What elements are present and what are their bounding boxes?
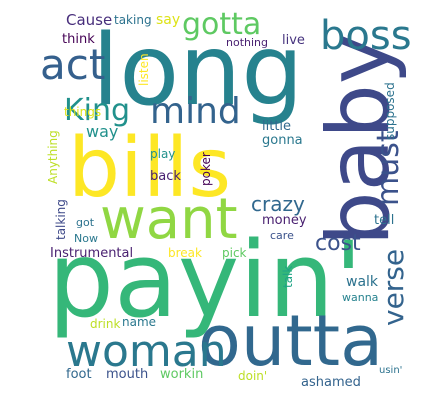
word-gotta: gotta — [182, 7, 262, 42]
word-supposed: supposed — [383, 82, 397, 140]
word-little: little — [262, 119, 292, 134]
word-things: things — [64, 105, 102, 119]
word-instrumental: Instrumental — [50, 246, 134, 261]
word-boss: boss — [320, 13, 412, 59]
word-usin: usin' — [379, 365, 403, 376]
word-say: say — [156, 12, 181, 28]
word-nothing: nothing — [226, 36, 268, 49]
word-name: name — [122, 315, 157, 329]
word-outta: outta — [198, 300, 383, 382]
word-money: money — [262, 213, 307, 228]
word-want: want — [100, 187, 238, 252]
word-anything: Anything — [46, 130, 60, 184]
word-way: way — [86, 122, 119, 141]
word-listen: listen — [137, 53, 151, 86]
word-gonna: gonna — [262, 133, 303, 148]
word-now: Now — [74, 232, 98, 245]
word-drink: drink — [90, 317, 121, 331]
word-mind: mind — [150, 91, 241, 132]
word-talk: talk — [281, 265, 295, 288]
word-foot: foot — [66, 367, 92, 382]
word-long: long — [92, 14, 304, 128]
word-king: King — [64, 93, 131, 128]
word-bills: bills — [68, 121, 232, 216]
word-doin: doin' — [238, 369, 268, 383]
word-got: got — [76, 216, 95, 229]
word-must: must — [371, 130, 406, 206]
word-woman: woman — [66, 326, 227, 377]
word-walk: walk — [346, 274, 379, 290]
word-poker: poker — [199, 152, 213, 186]
word-act: act — [40, 40, 106, 89]
word-payin: payin' — [48, 219, 363, 341]
word-think: think — [62, 32, 95, 47]
word-break: break — [168, 246, 202, 260]
word-talking: talking — [54, 199, 68, 240]
word-workin: workin — [160, 367, 204, 382]
word-wanna: wanna — [342, 291, 379, 304]
word-pick: pick — [222, 246, 247, 260]
word-crazy: crazy — [251, 192, 305, 216]
word-tell: tell — [374, 213, 395, 228]
word-cost: cost — [315, 231, 361, 256]
word-play: play — [150, 147, 176, 161]
word-mouth: mouth — [106, 367, 149, 382]
word-care: care — [270, 229, 294, 242]
word-back: back — [150, 169, 181, 184]
word-verse: verse — [377, 248, 410, 326]
word-taking: taking — [114, 13, 152, 27]
word-ashamed: ashamed — [301, 375, 361, 390]
word-live: live — [282, 33, 305, 48]
word-cause: Cause — [66, 11, 113, 29]
